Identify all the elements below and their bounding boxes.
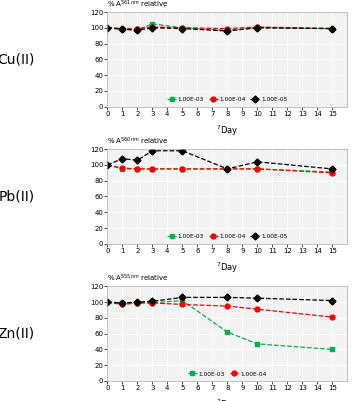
1.00E-05 — [180, 148, 184, 153]
1.00E-03 — [135, 166, 140, 171]
Text: $^7$Day: $^7$Day — [216, 398, 238, 401]
1.00E-03 — [180, 25, 184, 30]
1.00E-04 — [330, 170, 334, 175]
1.00E-05 — [150, 148, 155, 153]
Text: Cu(II): Cu(II) — [0, 52, 35, 66]
1.00E-05 — [135, 158, 140, 163]
Text: % A$^{560 nm}$ relative: % A$^{560 nm}$ relative — [107, 136, 169, 147]
1.00E-04 — [255, 307, 260, 312]
1.00E-05 — [150, 25, 155, 30]
1.00E-04 — [120, 26, 125, 31]
1.00E-03 — [330, 26, 334, 31]
1.00E-03 — [330, 347, 334, 352]
1.00E-03 — [120, 300, 125, 305]
1.00E-03 — [150, 21, 155, 26]
1.00E-03 — [135, 300, 140, 305]
1.00E-04 — [105, 300, 110, 304]
Line: 1.00E-04: 1.00E-04 — [105, 162, 335, 175]
1.00E-04 — [255, 24, 260, 29]
Line: 1.00E-03: 1.00E-03 — [105, 162, 335, 174]
Text: Zn(II): Zn(II) — [0, 327, 35, 341]
Line: 1.00E-05: 1.00E-05 — [105, 148, 335, 171]
Line: 1.00E-03: 1.00E-03 — [105, 298, 335, 352]
Text: % A$^{561 nm}$ relative: % A$^{561 nm}$ relative — [107, 0, 169, 10]
1.00E-05 — [255, 160, 260, 164]
1.00E-03 — [225, 166, 229, 171]
Line: 1.00E-04: 1.00E-04 — [105, 300, 335, 320]
1.00E-04 — [255, 166, 260, 171]
1.00E-04 — [180, 302, 184, 307]
1.00E-04 — [225, 166, 229, 171]
1.00E-03 — [255, 342, 260, 346]
1.00E-05 — [225, 28, 229, 33]
1.00E-04 — [120, 166, 125, 170]
Legend: 1.00E-03, 1.00E-04: 1.00E-03, 1.00E-04 — [188, 371, 267, 377]
1.00E-03 — [255, 25, 260, 30]
1.00E-03 — [150, 300, 155, 305]
1.00E-03 — [105, 300, 110, 304]
1.00E-03 — [120, 166, 125, 171]
1.00E-03 — [150, 166, 155, 171]
1.00E-05 — [120, 27, 125, 32]
Text: $^7$Day: $^7$Day — [216, 261, 238, 275]
1.00E-03 — [180, 298, 184, 303]
1.00E-03 — [225, 330, 229, 334]
1.00E-04 — [225, 304, 229, 308]
Text: % A$^{555 nm}$ relative: % A$^{555 nm}$ relative — [107, 273, 169, 284]
1.00E-05 — [135, 28, 140, 32]
1.00E-03 — [255, 166, 260, 171]
1.00E-04 — [135, 166, 140, 171]
1.00E-03 — [135, 28, 140, 32]
Legend: 1.00E-03, 1.00E-04, 1.00E-05: 1.00E-03, 1.00E-04, 1.00E-05 — [167, 234, 288, 240]
1.00E-04 — [135, 300, 140, 305]
1.00E-04 — [135, 26, 140, 31]
1.00E-04 — [120, 302, 125, 307]
1.00E-05 — [255, 25, 260, 30]
1.00E-04 — [150, 300, 155, 305]
1.00E-03 — [180, 166, 184, 171]
1.00E-05 — [105, 25, 110, 30]
1.00E-04 — [150, 24, 155, 29]
Text: Pb(II): Pb(II) — [0, 190, 34, 203]
1.00E-04 — [150, 166, 155, 171]
Legend: 1.00E-03, 1.00E-04, 1.00E-05: 1.00E-03, 1.00E-04, 1.00E-05 — [167, 97, 288, 103]
1.00E-05 — [105, 162, 110, 167]
Text: $^7$Day: $^7$Day — [216, 124, 238, 138]
1.00E-04 — [225, 26, 229, 31]
1.00E-03 — [330, 170, 334, 174]
1.00E-03 — [225, 28, 229, 32]
1.00E-04 — [105, 25, 110, 30]
1.00E-05 — [225, 166, 229, 171]
1.00E-04 — [105, 162, 110, 167]
1.00E-04 — [330, 26, 334, 31]
Line: 1.00E-03: 1.00E-03 — [105, 21, 335, 32]
1.00E-04 — [330, 315, 334, 320]
1.00E-05 — [330, 166, 334, 171]
1.00E-04 — [180, 166, 184, 171]
1.00E-05 — [120, 156, 125, 161]
1.00E-03 — [105, 25, 110, 30]
1.00E-05 — [330, 26, 334, 31]
1.00E-03 — [120, 26, 125, 31]
Line: 1.00E-05: 1.00E-05 — [105, 25, 335, 33]
1.00E-04 — [180, 25, 184, 30]
1.00E-03 — [105, 162, 110, 167]
1.00E-05 — [180, 26, 184, 31]
Line: 1.00E-04: 1.00E-04 — [105, 24, 335, 31]
